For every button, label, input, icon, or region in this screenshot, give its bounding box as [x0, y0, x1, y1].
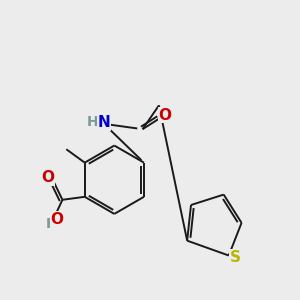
Text: O: O: [158, 108, 171, 123]
Text: O: O: [41, 170, 54, 185]
Text: O: O: [51, 212, 64, 227]
Text: H: H: [45, 217, 57, 231]
Text: S: S: [230, 250, 241, 265]
Text: N: N: [98, 115, 110, 130]
Text: H: H: [87, 116, 98, 129]
